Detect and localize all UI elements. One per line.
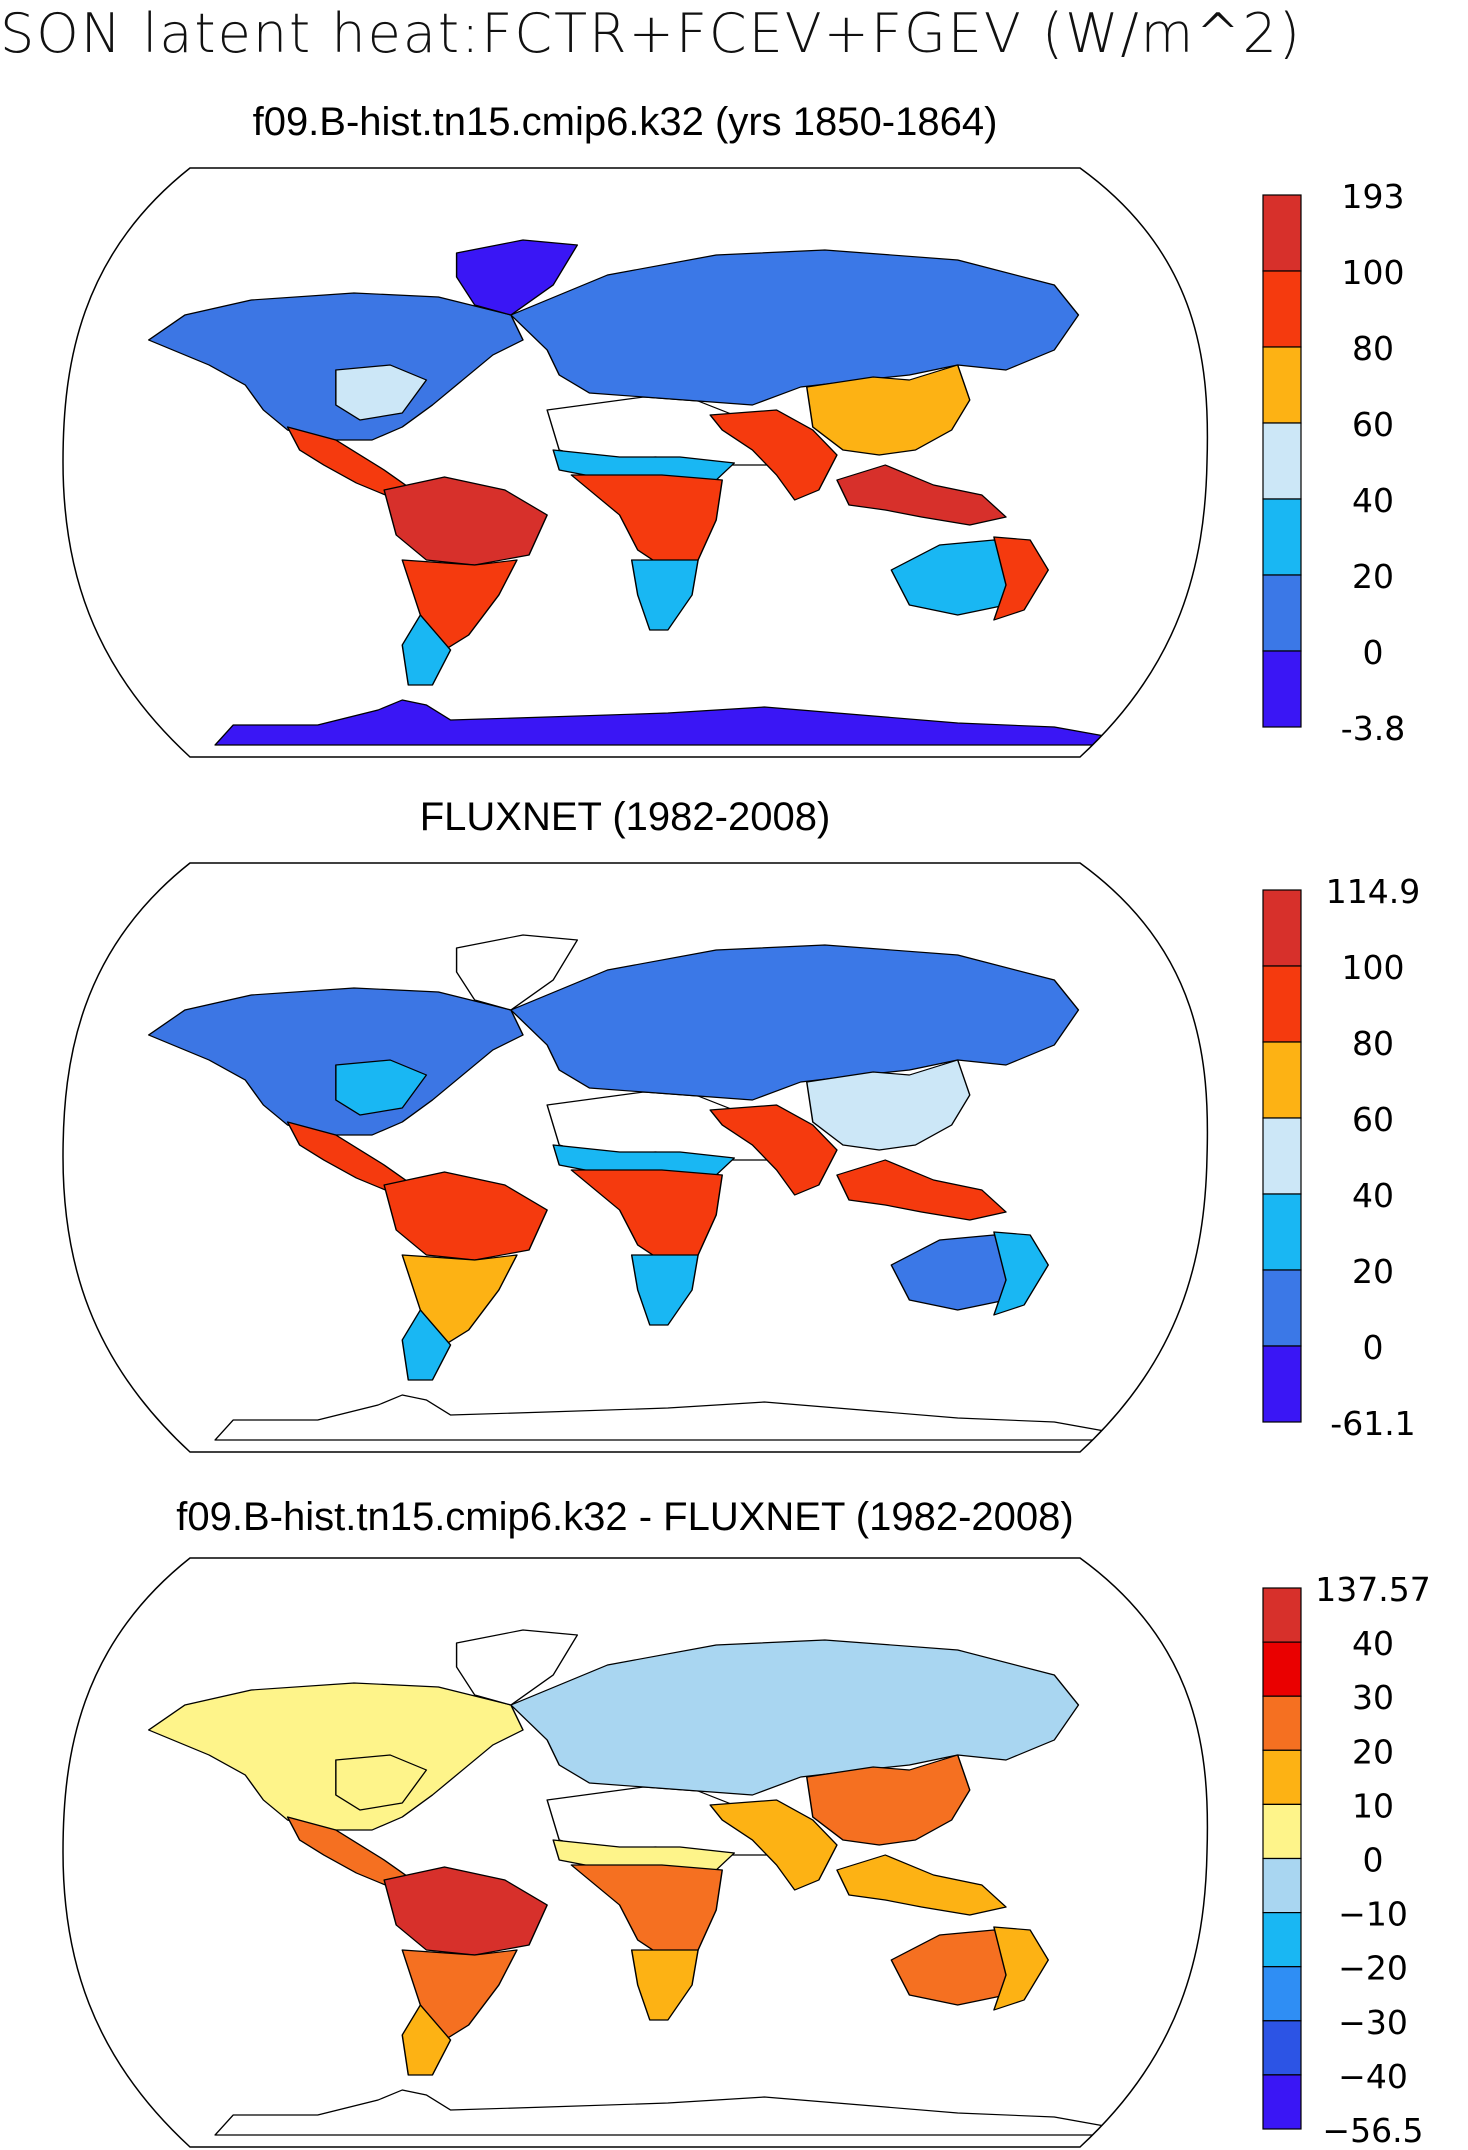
colorbar-swatch bbox=[1262, 2074, 1302, 2130]
region-maritime-continent bbox=[836, 1159, 1007, 1221]
colorbar-label: 0 bbox=[1363, 633, 1384, 672]
colorbar-label: −56.5 bbox=[1322, 2111, 1423, 2147]
region-south-asia bbox=[709, 1104, 838, 1196]
region-amazon bbox=[383, 1866, 548, 1956]
region-east-asia bbox=[806, 1754, 971, 1846]
colorbar-label: 40 bbox=[1352, 1176, 1394, 1215]
region-east-asia bbox=[806, 364, 971, 456]
colorbar-label: 20 bbox=[1352, 1252, 1394, 1291]
colorbar-label: 0 bbox=[1363, 1328, 1384, 1367]
region-antarctica bbox=[214, 699, 1128, 746]
colorbar-swatch bbox=[1262, 1857, 1302, 1914]
colorbar-label: 80 bbox=[1352, 1024, 1394, 1063]
map-panel-2 bbox=[62, 862, 1209, 1453]
region-southern-africa bbox=[630, 559, 699, 631]
region-patagonia bbox=[401, 1309, 452, 1381]
colorbar-swatch bbox=[1262, 1193, 1302, 1271]
region-antarctica bbox=[214, 1394, 1128, 1441]
colorbar-swatch bbox=[1262, 346, 1302, 424]
region-australia-east bbox=[993, 536, 1049, 621]
region-us-east bbox=[335, 1059, 428, 1116]
colorbar-label: 100 bbox=[1342, 948, 1405, 987]
colorbar-label: 80 bbox=[1352, 329, 1394, 368]
colorbar-label: -61.1 bbox=[1330, 1404, 1415, 1440]
region-north-america bbox=[147, 1682, 524, 1831]
colorbar-label: −20 bbox=[1338, 1949, 1408, 1988]
map-outline bbox=[62, 167, 1209, 758]
colorbar-swatch bbox=[1262, 1966, 1302, 2022]
colorbar-label: 60 bbox=[1352, 1100, 1394, 1139]
region-greenland bbox=[455, 934, 579, 1011]
region-antarctica bbox=[214, 2089, 1128, 2136]
region-patagonia bbox=[401, 614, 452, 686]
colorbar-label: −40 bbox=[1338, 2057, 1408, 2096]
colorbar-swatch bbox=[1262, 574, 1302, 652]
colorbar-panel-2: 114.9 100 80 60 40 20 0 -61.1 bbox=[1262, 872, 1420, 1440]
colorbar-swatch bbox=[1262, 1641, 1302, 1697]
colorbar-label: 114.9 bbox=[1326, 872, 1420, 911]
colorbar-swatch bbox=[1262, 1345, 1302, 1423]
region-amazon bbox=[383, 1171, 548, 1261]
region-greenland bbox=[455, 239, 579, 316]
map-outline bbox=[62, 862, 1209, 1453]
map-panel-3 bbox=[62, 1557, 1209, 2148]
colorbar-label: 0 bbox=[1363, 1841, 1384, 1880]
colorbar-label: 30 bbox=[1352, 1678, 1394, 1717]
region-australia-east bbox=[993, 1926, 1049, 2011]
colorbar-panel-1: 193 100 80 60 40 20 0 -3.8 bbox=[1262, 177, 1405, 745]
colorbar-label: 40 bbox=[1352, 481, 1394, 520]
colorbar-label: 20 bbox=[1352, 557, 1394, 596]
region-greenland bbox=[455, 1629, 579, 1706]
panel-title-1: f09.B-hist.tn15.cmip6.k32 (yrs 1850-1864… bbox=[252, 100, 998, 144]
colorbar-label: 40 bbox=[1352, 1624, 1394, 1663]
region-southern-africa bbox=[630, 1254, 699, 1326]
region-europe-siberia bbox=[510, 249, 1080, 406]
colorbar-label: −10 bbox=[1338, 1895, 1408, 1934]
region-us-east bbox=[335, 1754, 428, 1811]
figure-title: SON latent heat:FCTR+FCEV+FGEV (W/m^2) bbox=[0, 2, 1302, 65]
region-patagonia bbox=[401, 2004, 452, 2076]
colorbar-swatch bbox=[1262, 1912, 1302, 1968]
panel-title-3: f09.B-hist.tn15.cmip6.k32 - FLUXNET (198… bbox=[176, 1495, 1074, 1539]
colorbar-swatch bbox=[1262, 498, 1302, 576]
colorbar-swatch bbox=[1262, 422, 1302, 500]
colorbar-label: 60 bbox=[1352, 405, 1394, 444]
colorbar-swatch bbox=[1262, 1269, 1302, 1347]
region-south-asia bbox=[709, 409, 838, 501]
region-australia-east bbox=[993, 1231, 1049, 1316]
region-southern-africa bbox=[630, 1949, 699, 2021]
region-south-asia bbox=[709, 1799, 838, 1891]
colorbar-swatch bbox=[1262, 965, 1302, 1043]
colorbar-label: 100 bbox=[1342, 253, 1405, 292]
region-amazon bbox=[383, 476, 548, 566]
map-panel-1 bbox=[62, 167, 1209, 758]
colorbar-label: −30 bbox=[1338, 2003, 1408, 2042]
colorbar-swatch bbox=[1262, 1117, 1302, 1195]
colorbar-panel-3: 137.57 40 30 20 10 0 −10 −20 −30 −40 −56.5 bbox=[1262, 1570, 1431, 2147]
panel-title-2: FLUXNET (1982-2008) bbox=[419, 795, 831, 839]
colorbar-label: 20 bbox=[1352, 1732, 1394, 1771]
colorbar-swatch bbox=[1262, 1803, 1302, 1860]
region-maritime-continent bbox=[836, 1854, 1007, 1916]
colorbar-label: 10 bbox=[1352, 1786, 1394, 1825]
colorbar-swatch bbox=[1262, 889, 1302, 967]
colorbar-swatch bbox=[1262, 1749, 1302, 1806]
colorbar-swatch bbox=[1262, 1041, 1302, 1119]
region-east-asia bbox=[806, 1059, 971, 1151]
colorbar-label: -3.8 bbox=[1341, 709, 1405, 745]
colorbar-swatch bbox=[1262, 1695, 1302, 1751]
region-europe-siberia bbox=[510, 944, 1080, 1101]
colorbar-swatch bbox=[1262, 650, 1302, 728]
colorbar-swatch bbox=[1262, 194, 1302, 272]
colorbar-swatch bbox=[1262, 2020, 1302, 2076]
region-us-east bbox=[335, 364, 428, 421]
region-north-america bbox=[147, 987, 524, 1136]
colorbar-label: 193 bbox=[1342, 177, 1405, 216]
region-north-america bbox=[147, 292, 524, 441]
region-europe-siberia bbox=[510, 1639, 1080, 1796]
colorbar-swatch bbox=[1262, 1587, 1302, 1643]
colorbar-label: 137.57 bbox=[1315, 1570, 1430, 1609]
colorbar-swatch bbox=[1262, 270, 1302, 348]
region-maritime-continent bbox=[836, 464, 1007, 526]
